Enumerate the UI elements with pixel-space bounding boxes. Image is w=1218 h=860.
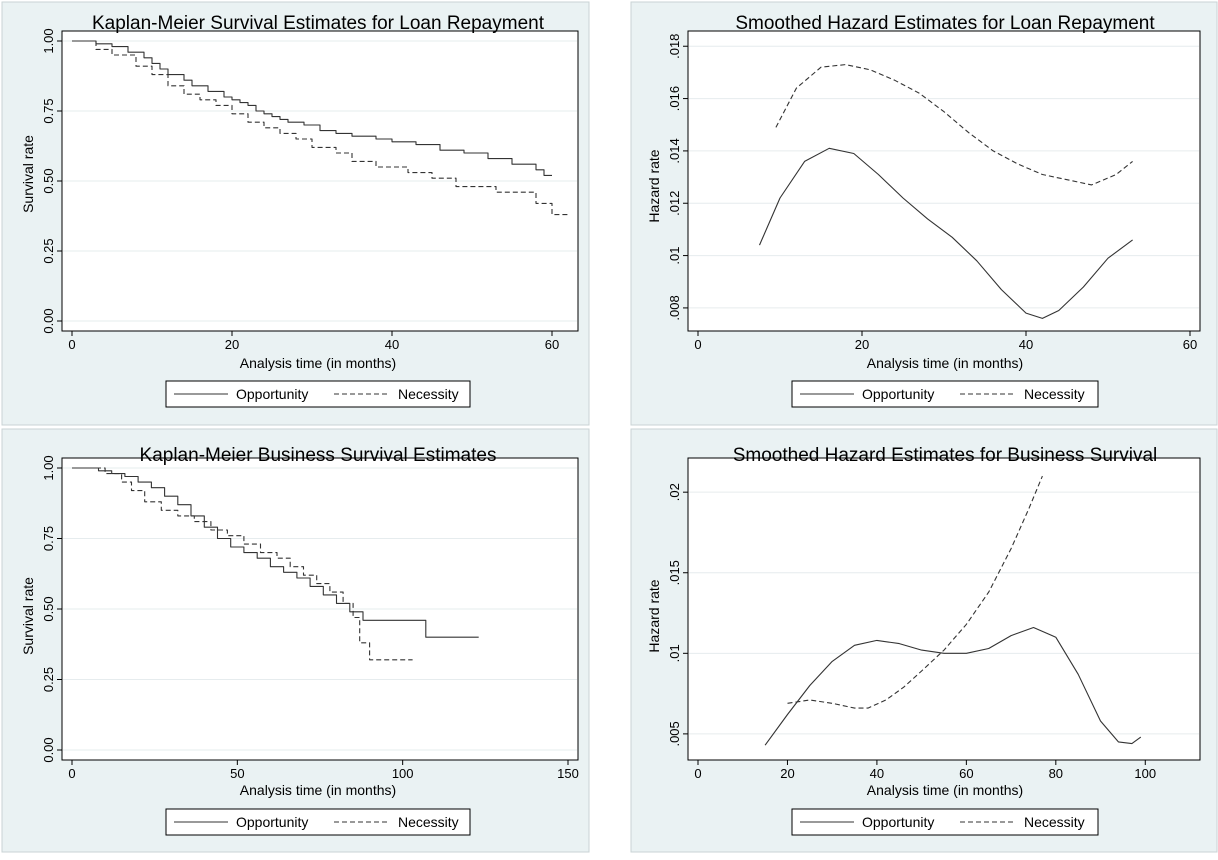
x-tick-label: 100 [1134,766,1156,781]
y-tick-label: .015 [667,560,682,585]
x-tick-label: 100 [392,766,414,781]
x-tick-label: 0 [68,337,75,352]
series-line-opportunity [764,626,1142,746]
x-axis-label: Analysis time (in months) [867,782,1023,798]
y-tick-label: .014 [667,138,682,163]
plot-area [687,457,1201,761]
legend-label-necessity: Necessity [1024,814,1085,830]
series-line-necessity [775,64,1133,186]
x-axis-label: Analysis time (in months) [867,355,1023,371]
x-tick-label: 40 [1019,337,1033,352]
y-tick-label: 0.75 [41,526,56,551]
legend: Opportunity Necessity [165,380,471,408]
legend-label-necessity: Necessity [398,814,459,830]
x-tick-label: 50 [230,766,244,781]
x-tick-label: 20 [225,337,239,352]
chart-panel-4: .005 .01 .015 .02 0 20 40 60 80 100 Smoothed Hazar… [630,428,1218,853]
legend-label-opportunity: Opportunity [236,814,308,830]
y-tick-label: .008 [667,295,682,320]
x-tick-label: 20 [855,337,869,352]
legend-label-opportunity: Opportunity [862,814,934,830]
series-line-necessity [787,475,1043,709]
y-tick-label: 0.50 [41,168,56,193]
y-tick-label: 1.00 [41,455,56,480]
series-line-necessity [72,40,568,216]
legend: Opportunity Necessity [791,808,1099,836]
chart-title: Kaplan-Meier Survival Estimates for Loan… [92,13,545,34]
y-tick-label: .016 [667,86,682,111]
y-axis-label: Survival rate [20,577,36,655]
chart-panel-2: .008 .01 .012 .014 .016 .018 0 20 40 60 Smoothed H… [630,1,1218,426]
chart-title: Smoothed Hazard Estimates for Business S… [733,445,1158,466]
x-tick-label: 80 [1049,766,1063,781]
y-tick-label: 0.25 [41,238,56,263]
y-axis-label: Hazard rate [646,149,662,222]
y-tick-label: 1.00 [41,28,56,53]
x-tick-label: 60 [545,337,559,352]
x-axis-label: Analysis time (in months) [240,355,396,371]
y-tick-label: .012 [667,191,682,216]
y-tick-label: 0.75 [41,98,56,123]
x-axis-label: Analysis time (in months) [240,782,396,798]
y-tick-label: 0.00 [41,308,56,333]
chart-panel-1: 0.00 0.25 0.50 0.75 1.00 0 20 40 60 Kaplan-Meier … [1,1,590,426]
y-tick-label: 0.25 [41,667,56,692]
x-tick-label: 0 [694,337,701,352]
legend-label-necessity: Necessity [398,386,459,402]
x-tick-label: 20 [780,766,794,781]
y-tick-label: .02 [667,483,682,501]
y-tick-label: .018 [667,34,682,59]
x-tick-label: 40 [385,337,399,352]
legend: Opportunity Necessity [165,808,471,836]
y-axis-label: Hazard rate [646,579,662,652]
series-line-opportunity [72,40,552,176]
x-tick-label: 150 [557,766,579,781]
x-tick-label: 60 [1183,337,1197,352]
series-line-necessity [72,467,413,661]
chart-title: Smoothed Hazard Estimates for Loan Repay… [735,13,1155,34]
chart-title: Kaplan-Meier Business Survival Estimates [140,445,497,466]
series-line-opportunity [72,467,479,638]
y-axis-label: Survival rate [20,135,36,213]
x-tick-label: 0 [68,766,75,781]
y-tick-label: 0.00 [41,737,56,762]
x-tick-label: 40 [870,766,884,781]
chart-panel-3: 0.00 0.25 0.50 0.75 1.00 0 50 100 150 Kaplan-Meie… [1,428,590,853]
legend-label-opportunity: Opportunity [236,386,308,402]
x-tick-label: 60 [959,766,973,781]
x-tick-label: 0 [694,766,701,781]
plot-area [687,30,1201,332]
y-tick-label: .01 [667,247,682,265]
y-tick-label: .01 [667,644,682,662]
legend: Opportunity Necessity [791,380,1099,408]
series-line-opportunity [758,147,1133,319]
legend-label-necessity: Necessity [1024,386,1085,402]
y-tick-label: .005 [667,721,682,746]
legend-label-opportunity: Opportunity [862,386,934,402]
y-tick-label: 0.50 [41,596,56,621]
